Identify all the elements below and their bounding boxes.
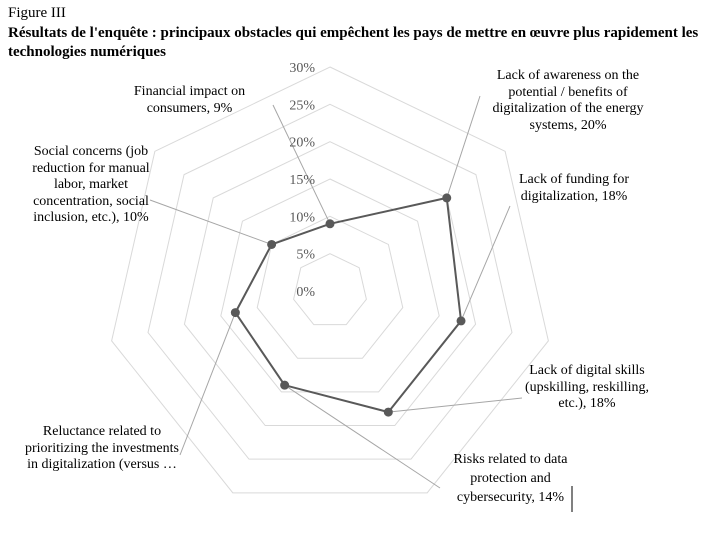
data-point (230, 308, 240, 318)
axis-tick-labels: 0% 5% 10% 15% 20% 25% 30% (289, 61, 315, 300)
leader-line (179, 312, 236, 456)
grid-ring (147, 103, 513, 460)
leader-line (284, 384, 441, 489)
axis-tick-label: 25% (289, 98, 315, 113)
grid-ring (111, 66, 549, 494)
category-label-social-concerns: Social concerns (job reduction for manua… (32, 144, 150, 225)
leader-line (388, 397, 523, 413)
grid-ring (220, 178, 440, 393)
data-point (383, 407, 393, 417)
leader-line (446, 95, 481, 199)
category-label-lack-of-digital-skills: Lack of digital skills (upskilling, resk… (524, 363, 650, 411)
series-line (234, 196, 463, 414)
data-point (280, 380, 290, 390)
leader-lines (149, 95, 573, 512)
category-label-lack-of-funding: Lack of funding for digitalization, 18% (518, 172, 630, 204)
data-series (230, 193, 466, 417)
axis-tick-label: 30% (289, 61, 315, 76)
axis-tick-label: 0% (296, 285, 315, 300)
data-point (267, 239, 277, 249)
data-point (325, 219, 335, 229)
axis-tick-label: 20% (289, 136, 315, 151)
radar-grid (111, 66, 549, 494)
grid-ring (293, 253, 367, 326)
leader-line (460, 205, 511, 322)
grid-ring (256, 215, 404, 359)
category-label-risks-data-protection: Risks related to data protection and cyb… (453, 452, 568, 505)
axis-tick-label: 5% (296, 248, 315, 263)
data-point (442, 193, 452, 203)
leader-line (272, 104, 331, 225)
axis-tick-label: 10% (289, 210, 315, 225)
leader-line (149, 199, 272, 245)
category-label-lack-of-awareness: Lack of awareness on the potential / ben… (492, 68, 644, 133)
grid-ring (183, 141, 477, 427)
chart-title: Résultats de l'enquête : principaux obst… (8, 25, 699, 60)
figure-label: Figure III (8, 5, 66, 21)
axis-tick-label: 15% (289, 173, 315, 188)
data-point (456, 316, 466, 326)
category-label-reluctance: Reluctance related to prioritizing the i… (25, 424, 179, 472)
category-label-financial-impact: Financial impact on consumers, 9% (133, 84, 246, 116)
